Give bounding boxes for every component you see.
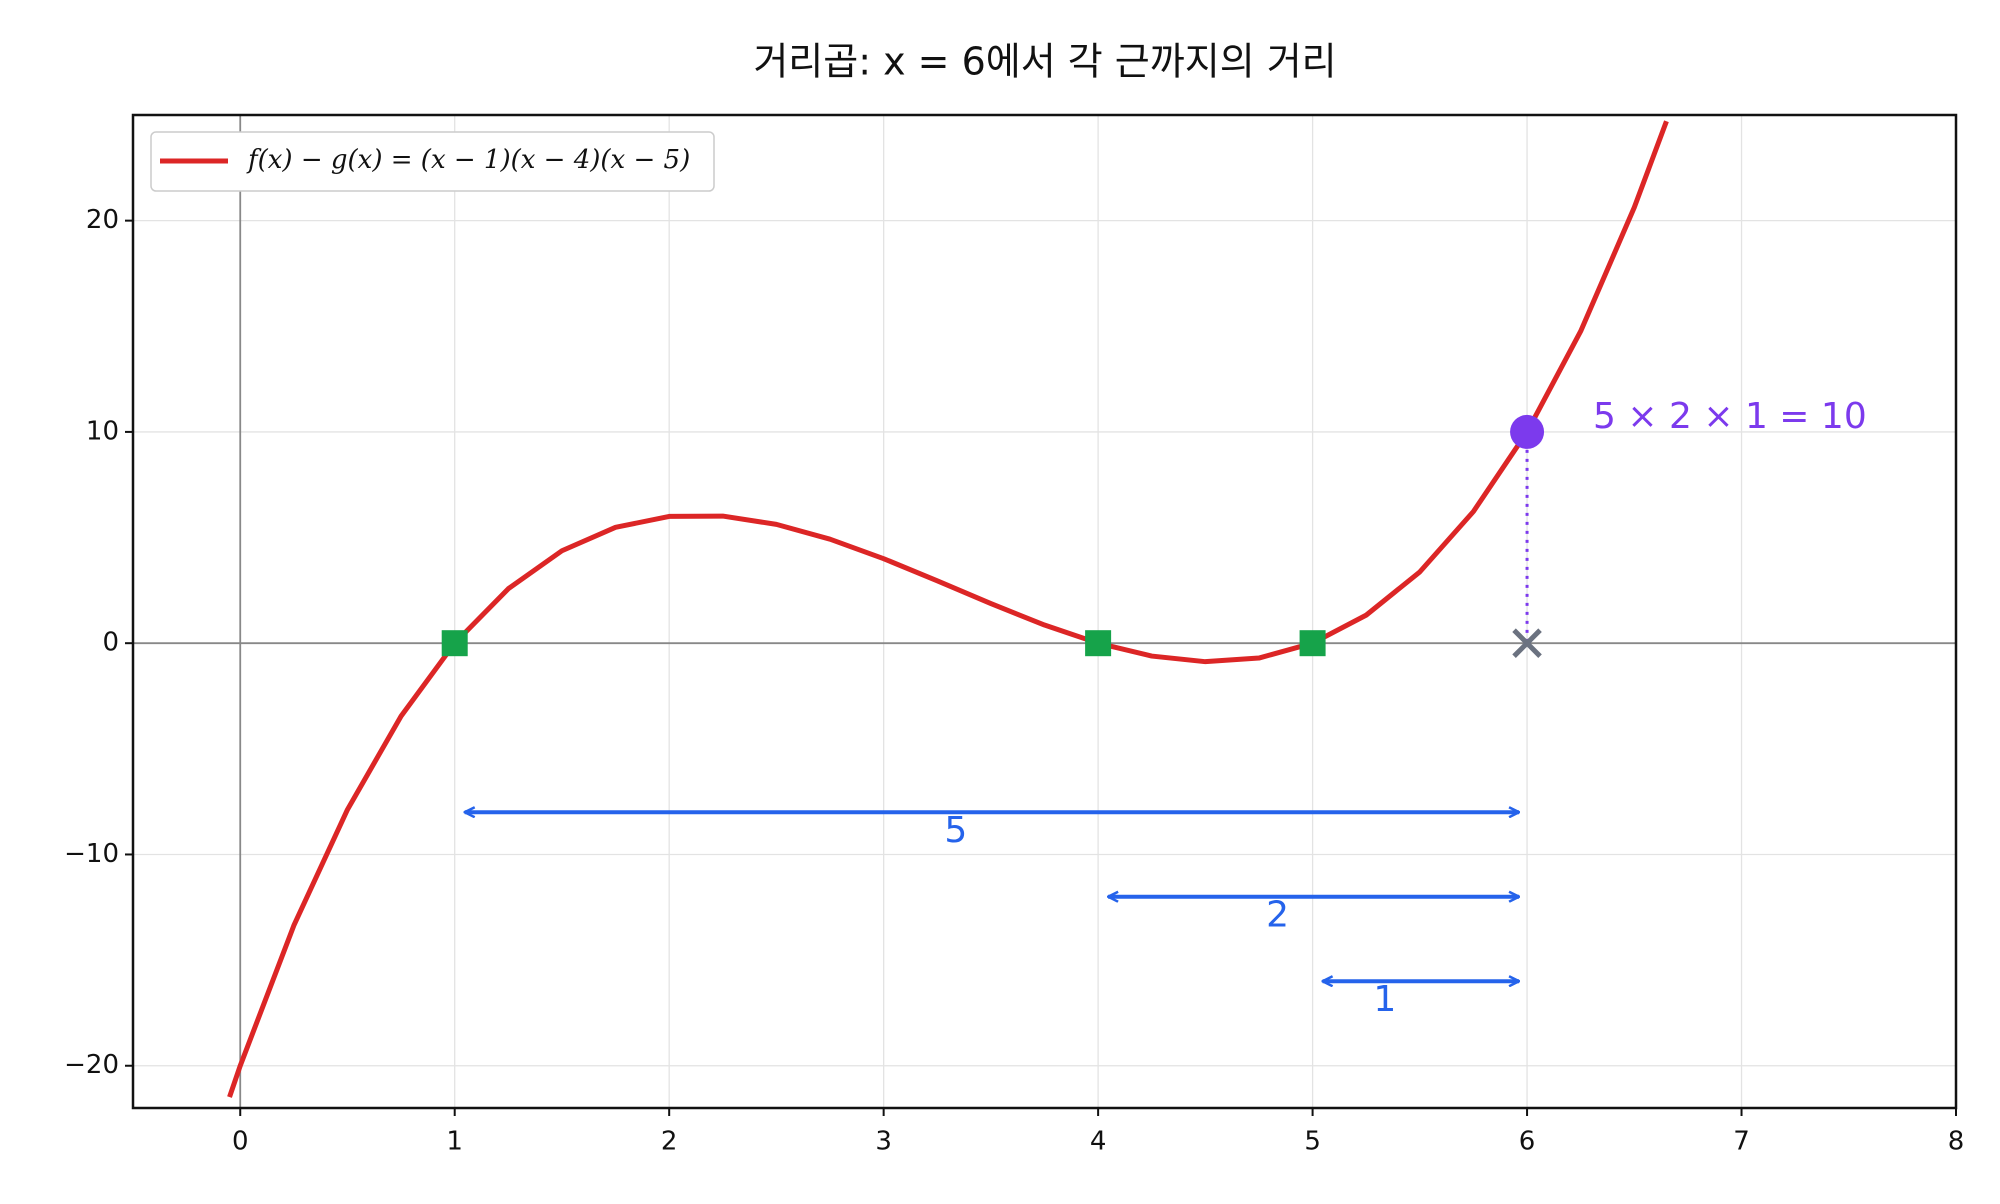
root-marker — [1085, 630, 1112, 657]
distance-label: 5 — [944, 810, 967, 851]
x-tick-label: 6 — [1519, 1127, 1536, 1157]
x-tick-label: 0 — [232, 1127, 249, 1157]
y-tick-label: 10 — [86, 416, 119, 446]
overlay: 0 1 2 3 4 5 6 7 8 −20 −10 0 10 20 5 2 1 5 × 2 × 1 = 10 f(x… — [64, 131, 1965, 1157]
y-tick-label: −20 — [64, 1050, 119, 1080]
y-tick-label: 20 — [86, 205, 119, 235]
plot-frame — [131, 113, 1958, 1110]
x-tick-label: 5 — [1304, 1127, 1321, 1157]
product-annotation: 5 × 2 × 1 = 10 — [1593, 396, 1867, 437]
chart-title: 거리곱: x = 6에서 각 근까지의 거리 — [753, 40, 1336, 84]
legend-box — [150, 131, 715, 192]
x-tick-label: 2 — [661, 1127, 678, 1157]
base-marker — [1512, 628, 1542, 658]
curve — [227, 120, 1669, 1098]
legend: f(x) − g(x) = (x − 1)(x − 4)(x − 5) — [150, 131, 715, 192]
root-marker — [1299, 630, 1326, 657]
x-tick-label: 3 — [875, 1127, 892, 1157]
grid — [133, 115, 1957, 1108]
x-tick-label: 4 — [1090, 1127, 1107, 1157]
x-tick-label: 7 — [1733, 1127, 1750, 1157]
x-tick-label: 1 — [446, 1127, 463, 1157]
evaluation-point — [1510, 414, 1545, 449]
plot-area — [227, 120, 1669, 1098]
y-tick-label: −10 — [64, 839, 119, 869]
distance-label: 2 — [1266, 895, 1289, 936]
distance-label: 1 — [1373, 979, 1396, 1020]
legend-label: f(x) − g(x) = (x − 1)(x − 4)(x − 5) — [246, 145, 690, 175]
x-tick-label: 8 — [1948, 1127, 1965, 1157]
root-marker — [441, 630, 468, 657]
y-tick-label: 0 — [102, 628, 119, 658]
